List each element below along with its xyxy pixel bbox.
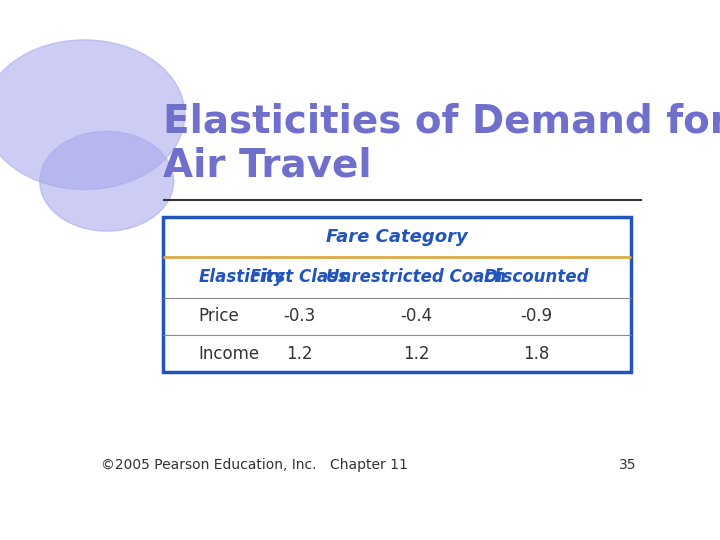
Text: Elasticities of Demand for
Air Travel: Elasticities of Demand for Air Travel: [163, 102, 720, 184]
Text: Fare Category: Fare Category: [326, 228, 468, 246]
Text: 1.2: 1.2: [286, 345, 312, 363]
Circle shape: [40, 131, 174, 231]
Text: 35: 35: [619, 458, 637, 472]
Text: 1.2: 1.2: [403, 345, 430, 363]
Text: Price: Price: [199, 307, 240, 326]
FancyBboxPatch shape: [163, 217, 631, 373]
Circle shape: [0, 40, 185, 190]
Text: 1.8: 1.8: [523, 345, 549, 363]
Text: Elasticity: Elasticity: [199, 268, 285, 286]
Text: ©2005 Pearson Education, Inc.: ©2005 Pearson Education, Inc.: [101, 458, 317, 472]
Text: First Class: First Class: [251, 268, 348, 286]
Text: -0.3: -0.3: [283, 307, 315, 326]
Text: Income: Income: [199, 345, 260, 363]
Text: -0.9: -0.9: [521, 307, 552, 326]
Text: -0.4: -0.4: [400, 307, 433, 326]
Text: Discounted: Discounted: [484, 268, 589, 286]
Text: Unrestricted Coach: Unrestricted Coach: [326, 268, 506, 286]
Text: Chapter 11: Chapter 11: [330, 458, 408, 472]
